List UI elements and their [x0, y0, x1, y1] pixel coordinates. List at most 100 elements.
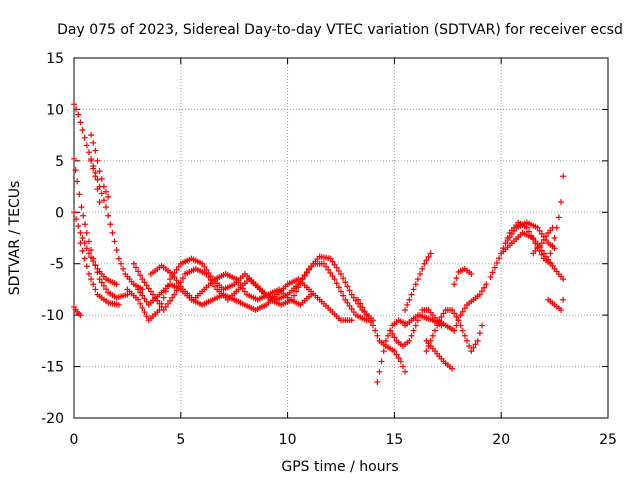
data-point: [453, 322, 460, 329]
data-point: [96, 276, 103, 283]
data-point: [504, 237, 511, 244]
data-point: [370, 322, 377, 329]
data-point: [560, 296, 567, 303]
data-point: [474, 337, 481, 344]
x-tick-label: 25: [599, 432, 617, 448]
series-early-low: [71, 303, 84, 319]
data-point: [71, 209, 77, 216]
data-point: [538, 240, 545, 247]
data-point: [338, 271, 344, 277]
data-point: [88, 247, 95, 253]
data-point: [461, 305, 468, 312]
plot-frame: [73, 57, 609, 419]
data-point: [389, 331, 396, 337]
data-point: [77, 119, 84, 126]
series-midday-a: [355, 296, 409, 375]
data-point: [143, 313, 150, 320]
data-point: [103, 286, 110, 293]
data-point: [496, 255, 503, 262]
data-point: [380, 348, 387, 355]
series-midday-b: [374, 317, 409, 385]
data-point: [235, 279, 242, 286]
y-tick-label: 0: [55, 205, 64, 221]
data-point: [478, 288, 485, 295]
data-point: [466, 343, 473, 349]
data-point: [293, 288, 300, 295]
data-point: [453, 275, 460, 282]
grid: [74, 58, 608, 418]
data-point: [478, 322, 485, 329]
data-point: [73, 216, 80, 223]
data-point: [169, 271, 176, 277]
data-point: [410, 286, 417, 293]
data-point: [107, 221, 114, 228]
data-point: [117, 260, 124, 267]
data-point: [103, 204, 110, 211]
data-point: [451, 310, 458, 317]
data-point: [530, 235, 537, 241]
data-point: [489, 269, 496, 276]
data-point: [419, 265, 426, 272]
series-track-e: [88, 132, 112, 200]
data-point: [402, 307, 409, 313]
data-point: [459, 308, 466, 315]
data-point: [295, 284, 302, 291]
data-point: [325, 266, 332, 273]
data-point: [124, 291, 131, 298]
data-point: [558, 199, 565, 205]
data-point: [92, 147, 99, 154]
data-point: [374, 332, 381, 339]
data-point: [98, 190, 105, 197]
data-point: [203, 271, 210, 277]
data-point: [449, 365, 456, 372]
data-point: [406, 337, 413, 344]
data-point: [71, 155, 77, 162]
data-point: [464, 337, 471, 344]
data-point: [92, 262, 99, 268]
data-point: [451, 327, 458, 334]
data-point: [461, 332, 468, 339]
data-point: [139, 304, 146, 311]
data-point: [361, 308, 368, 315]
data-point: [335, 284, 342, 291]
data-point: [538, 247, 545, 254]
data-point: [72, 167, 79, 174]
data-point: [346, 287, 353, 294]
data-point: [139, 276, 146, 283]
data-point: [438, 313, 445, 320]
x-tick-label: 5: [176, 432, 185, 448]
data-point: [491, 264, 498, 271]
data-point: [139, 292, 146, 299]
data-point: [414, 276, 421, 283]
data-point: [177, 283, 184, 290]
data-point: [543, 233, 550, 240]
data-point: [105, 212, 112, 219]
data-point: [137, 289, 144, 296]
data-point: [338, 288, 344, 295]
data-point: [85, 149, 92, 156]
data-point: [387, 327, 394, 334]
data-point: [113, 247, 120, 253]
data-point: [90, 165, 97, 172]
data-point: [412, 281, 419, 288]
data-point: [355, 296, 362, 303]
data-point: [171, 274, 178, 281]
data-point: [538, 230, 545, 237]
data-point: [493, 259, 500, 266]
data-point: [397, 358, 404, 365]
data-point: [451, 281, 458, 288]
data-point: [536, 227, 543, 234]
data-point: [558, 307, 565, 313]
y-tick-label: 15: [46, 51, 64, 67]
data-point: [393, 351, 400, 358]
data-point: [532, 238, 539, 245]
data-point: [175, 263, 182, 270]
data-point: [365, 315, 372, 322]
data-point: [90, 281, 97, 288]
data-point: [340, 275, 347, 282]
chart-title: Day 075 of 2023, Sidereal Day-to-day VTE…: [57, 22, 623, 38]
data-point: [357, 300, 364, 307]
data-point: [83, 245, 90, 252]
data-point: [506, 233, 513, 240]
